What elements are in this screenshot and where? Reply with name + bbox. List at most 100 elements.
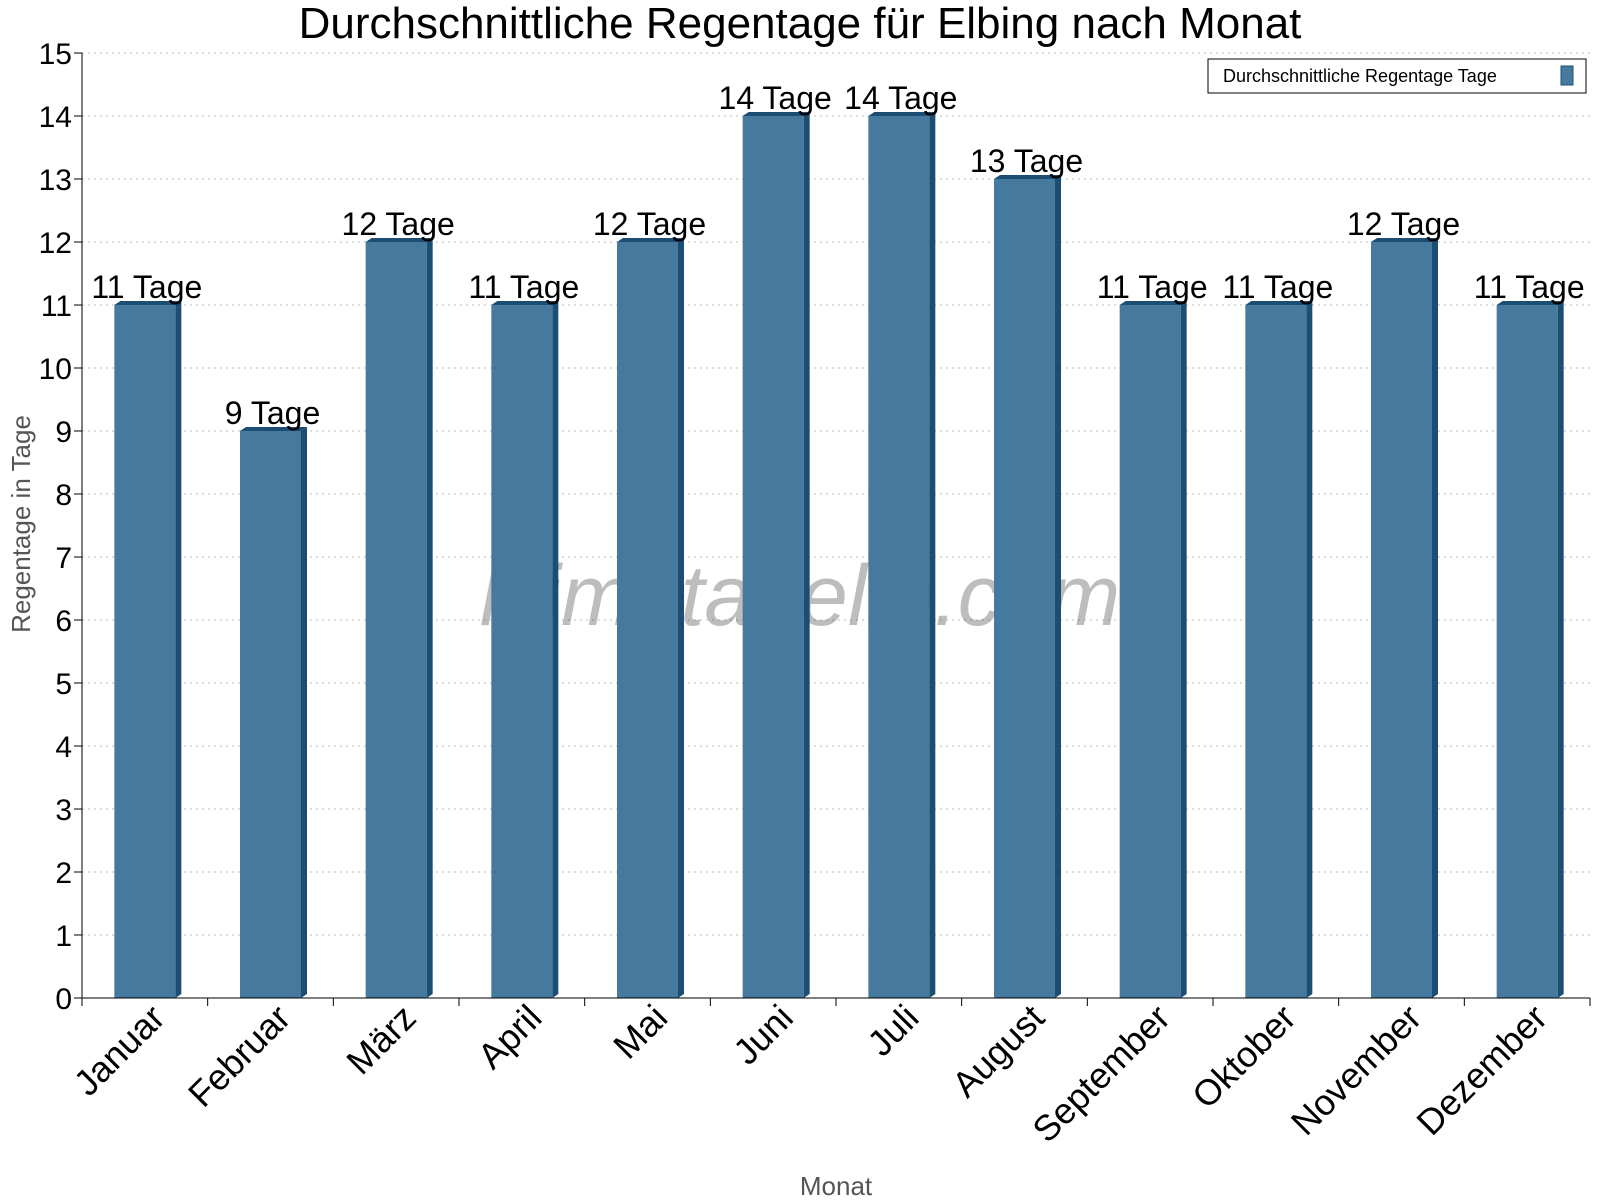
bar-side bbox=[1180, 301, 1187, 998]
data-label: 14 Tage bbox=[844, 80, 957, 116]
legend-swatch bbox=[1560, 65, 1574, 86]
data-label: 9 Tage bbox=[225, 395, 321, 431]
y-tick-label: 9 bbox=[55, 416, 72, 449]
bar-top bbox=[1371, 238, 1438, 242]
data-label: 13 Tage bbox=[970, 143, 1083, 179]
data-label: 11 Tage bbox=[1474, 269, 1585, 305]
bar-front bbox=[1371, 242, 1432, 998]
chart-title: Durchschnittliche Regentage für Elbing n… bbox=[299, 0, 1302, 48]
y-tick-label: 3 bbox=[55, 794, 72, 827]
y-tick-label: 14 bbox=[39, 101, 72, 134]
y-tick-label: 10 bbox=[39, 353, 72, 386]
data-label: 11 Tage bbox=[468, 269, 579, 305]
bar-top bbox=[491, 301, 559, 305]
x-tick-labels: Januar Februar März April Mai Juni Juli AugustS… bbox=[66, 997, 1555, 1151]
x-tick-label: Februar bbox=[180, 997, 298, 1115]
bar-september bbox=[1119, 301, 1187, 998]
bar-side bbox=[1557, 301, 1564, 998]
bar-august bbox=[994, 175, 1061, 998]
y-tick-label: 11 bbox=[41, 290, 72, 323]
y-tick-label: 6 bbox=[55, 605, 72, 638]
data-label: 12 Tage bbox=[593, 206, 706, 242]
data-label: 11 Tage bbox=[91, 269, 202, 305]
bar-front bbox=[240, 431, 301, 998]
bars bbox=[114, 112, 1564, 998]
data-label: 11 Tage bbox=[1097, 269, 1208, 305]
bar-top bbox=[742, 112, 810, 116]
bar-februar bbox=[240, 427, 307, 998]
bar-front bbox=[365, 242, 427, 998]
bar-side bbox=[1306, 301, 1313, 998]
bar-top bbox=[240, 427, 307, 431]
bar-front bbox=[1119, 305, 1181, 998]
bar-januar bbox=[114, 301, 182, 998]
bar-front bbox=[114, 305, 176, 998]
x-tick-label: Dezember bbox=[1408, 997, 1554, 1143]
x-tick-label: Juli bbox=[859, 997, 926, 1064]
y-axis-label: Regentage in Tage bbox=[6, 415, 36, 633]
y-tick-label: 13 bbox=[39, 164, 72, 197]
bar-front bbox=[491, 305, 553, 998]
bar-side bbox=[301, 427, 307, 998]
x-tick-label: Juni bbox=[725, 997, 801, 1073]
y-tick-label: 15 bbox=[39, 38, 72, 71]
bar-dezember bbox=[1496, 301, 1564, 998]
bar-side bbox=[426, 238, 433, 998]
bar-side bbox=[1055, 175, 1061, 998]
bar-front bbox=[742, 116, 804, 998]
axes bbox=[74, 52, 1591, 1006]
bar-juli bbox=[868, 112, 936, 998]
data-label: 11 Tage bbox=[1222, 269, 1333, 305]
data-label: 12 Tage bbox=[1347, 206, 1460, 242]
bar-top bbox=[868, 112, 936, 116]
x-axis-label: Monat bbox=[800, 1171, 873, 1200]
bar-top bbox=[1119, 301, 1187, 305]
x-tick-label: Oktober bbox=[1184, 997, 1304, 1117]
bar-oktober bbox=[1245, 301, 1313, 998]
bar-top bbox=[1245, 301, 1313, 305]
y-tick-label: 2 bbox=[55, 857, 72, 890]
y-tick-label: 12 bbox=[39, 227, 72, 260]
bar-side bbox=[552, 301, 559, 998]
bar-side bbox=[1432, 238, 1438, 998]
bar-side bbox=[929, 112, 936, 998]
bar-november bbox=[1371, 238, 1438, 998]
bar-top bbox=[365, 238, 433, 242]
y-tick-label: 0 bbox=[55, 983, 72, 1016]
bar-front bbox=[994, 179, 1055, 998]
data-labels: 11 Tage 9 Tage 12 Tage 11 Tage 12 Tage 14 Tag… bbox=[91, 80, 1584, 431]
bar-side bbox=[678, 238, 684, 998]
x-tick-label: Mai bbox=[605, 997, 675, 1067]
y-tick-label: 7 bbox=[55, 542, 72, 575]
bar-top bbox=[994, 175, 1061, 179]
legend-label: Durchschnittliche Regentage Tage bbox=[1223, 66, 1497, 86]
bar-side bbox=[803, 112, 810, 998]
x-tick-label: August bbox=[944, 997, 1052, 1105]
bar-mai bbox=[617, 238, 684, 998]
bar-top bbox=[114, 301, 182, 305]
bar-top bbox=[617, 238, 684, 242]
legend: Durchschnittliche Regentage Tage bbox=[1207, 58, 1587, 94]
bar-front bbox=[1496, 305, 1558, 998]
y-tick-label: 8 bbox=[55, 479, 72, 512]
x-tick-label: Januar bbox=[66, 997, 173, 1104]
x-tick-label: April bbox=[470, 997, 550, 1077]
grid-lines bbox=[82, 52, 1590, 936]
bar-front bbox=[617, 242, 678, 998]
y-tick-label: 1 bbox=[55, 920, 72, 953]
legend-box bbox=[1207, 58, 1587, 94]
data-label: 14 Tage bbox=[719, 80, 832, 116]
bar-side bbox=[175, 301, 182, 998]
data-label: 12 Tage bbox=[342, 206, 455, 242]
x-tick-label: März bbox=[338, 997, 424, 1083]
bar-april bbox=[491, 301, 559, 998]
bar-märz bbox=[365, 238, 433, 998]
bar-front bbox=[1245, 305, 1307, 998]
bar-top bbox=[1496, 301, 1564, 305]
bar-juni bbox=[742, 112, 810, 998]
y-tick-label: 5 bbox=[55, 668, 72, 701]
x-tick-label: November bbox=[1283, 997, 1429, 1143]
x-tick-label: September bbox=[1024, 997, 1178, 1151]
